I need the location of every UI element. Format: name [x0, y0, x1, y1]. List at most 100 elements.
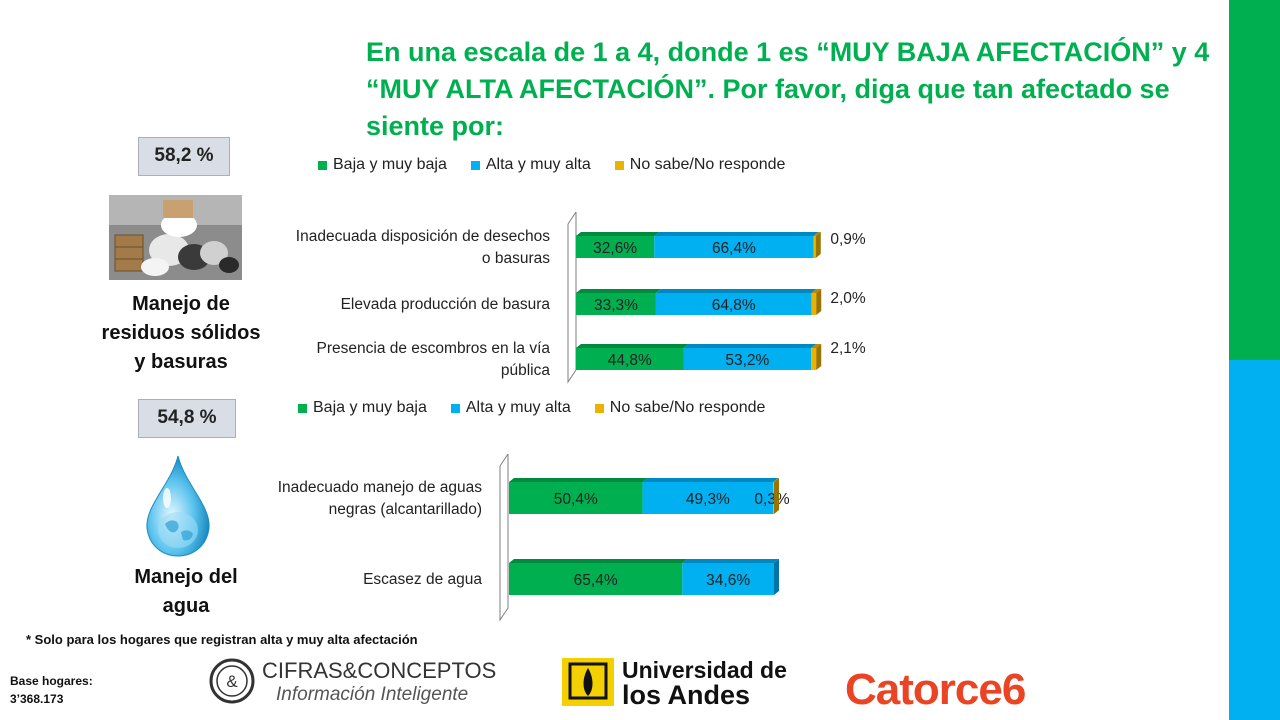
legend-swatch-green [318, 160, 327, 170]
data-label: 64,8% [712, 297, 756, 314]
chart-agua: Inadecuado manejo de aguas negras (alcant… [278, 453, 790, 622]
legend-item: Alta y muy alta [470, 156, 591, 174]
base-value: 3’368.173 [10, 692, 64, 706]
logo-cifras-mark: & [226, 672, 238, 691]
bar-side-face [816, 289, 822, 315]
legend-swatch-gold [594, 403, 604, 413]
bar-side-face [774, 478, 779, 514]
category-label: negras (alcantarillado) [329, 501, 482, 518]
data-label: 44,8% [608, 352, 652, 369]
category-label: pública [501, 362, 550, 379]
data-label: 0,9% [830, 231, 866, 248]
legend-item: Baja y muy baja [318, 156, 447, 174]
bar-segment-top [576, 344, 689, 348]
logo-cifras-conceptos: & CIFRAS&CONCEPTOS Información Inteligen… [208, 656, 538, 706]
side-bar-green [1229, 0, 1280, 360]
footnote: * Solo para los hogares que registran al… [26, 632, 418, 647]
logo-cifras-line1: CIFRAS&CONCEPTOS [262, 658, 496, 683]
section-label-line: agua [162, 595, 210, 617]
legend-swatch-green [298, 403, 307, 413]
bar-segment-top [576, 232, 660, 236]
trash-pile-photo [109, 195, 242, 280]
data-label: 2,0% [830, 290, 866, 307]
bar-segment-top [509, 478, 648, 482]
legend-swatch-blue [450, 403, 460, 413]
logo-catorce6: Catorce6 [845, 664, 1135, 714]
data-label: 53,2% [725, 352, 769, 369]
data-label: 2,1% [830, 340, 866, 357]
legend-agua: Baja y muy baja Alta y muy alta No sabe/… [298, 399, 789, 417]
bar-segment-top [813, 232, 821, 236]
bar-segment [811, 348, 817, 370]
bar-segment-top [655, 289, 817, 293]
bar-segment [682, 563, 774, 595]
legend-swatch-blue [470, 160, 480, 170]
data-label: 50,4% [554, 491, 598, 508]
logo-uniandes: Universidad de los Andes [562, 656, 824, 710]
data-label: 33,3% [594, 297, 638, 314]
bar-side-face [815, 232, 821, 258]
bar-segment [655, 293, 812, 315]
chart-axis-wall [567, 211, 577, 384]
section-label-line: Manejo de [132, 293, 230, 315]
section-label-line: y basuras [134, 351, 228, 373]
slide-title: En una escala de 1 a 4, donde 1 es “MUY … [366, 37, 1210, 141]
chart-residuos: Inadecuada disposición de desechos o basu… [296, 211, 866, 384]
category-label: Presencia de escombros en la vía [317, 340, 551, 357]
percent-badge-agua: 54,8 % [138, 399, 236, 438]
legend-residuos: Baja y muy baja Alta y muy alta No sabe/… [318, 156, 809, 174]
bar-segment [773, 482, 774, 514]
logo-cifras-line2: Información Inteligente [276, 684, 468, 705]
logo-andes-line1: Universidad de [622, 657, 787, 683]
bar-segment-top [811, 289, 822, 293]
bar-segment-top [683, 344, 817, 348]
legend-swatch-gold [614, 160, 624, 170]
bar-segment [811, 293, 817, 315]
data-label: 34,6% [706, 572, 750, 589]
category-label: Inadecuada disposición de desechos [296, 228, 550, 245]
bar-segment [642, 482, 774, 514]
bar-segment [576, 348, 684, 370]
legend-label: Baja y muy baja [313, 399, 427, 416]
bar-segment-top [682, 559, 779, 563]
legend-item: Baja y muy baja [298, 399, 427, 417]
bar-segment-top [654, 232, 819, 236]
data-label: 65,4% [574, 572, 618, 589]
bar-side-face [774, 559, 779, 595]
section-label-line: Manejo del [134, 566, 238, 588]
bar-segment-top [773, 478, 779, 482]
bar-segment-top [509, 559, 688, 563]
bar-segment [509, 563, 683, 595]
legend-item: Alta y muy alta [450, 399, 571, 417]
data-label: 0,3% [754, 491, 790, 508]
category-label: Inadecuado manejo de aguas [278, 479, 482, 496]
data-label: 49,3% [686, 491, 730, 508]
legend-label: Alta y muy alta [465, 399, 571, 416]
data-label: 32,6% [593, 240, 637, 257]
data-label: 66,4% [712, 240, 756, 257]
category-label: Escasez de agua [363, 571, 482, 588]
category-label: Elevada producción de basura [341, 296, 551, 313]
bar-segment [683, 348, 812, 370]
category-label: o basuras [482, 250, 550, 267]
legend-label: No sabe/No responde [609, 399, 766, 416]
logo-catorce-text: Catorce6 [845, 665, 1025, 714]
bar-segment-top [642, 478, 779, 482]
bar-segment [576, 236, 655, 258]
percent-badge-residuos: 58,2 % [138, 137, 230, 176]
chart-axis-wall [499, 453, 509, 622]
logo-andes-line2: los Andes [622, 680, 750, 708]
bar-segment [813, 236, 816, 258]
water-drop-icon [143, 454, 213, 558]
bar-segment [654, 236, 814, 258]
bar-segment-top [576, 289, 661, 293]
side-bar-blue [1229, 360, 1280, 720]
legend-item: No sabe/No responde [594, 399, 766, 417]
bar-segment [509, 482, 643, 514]
base-hogares: Base hogares: 3’368.173 [10, 672, 93, 708]
legend-label: Baja y muy baja [333, 156, 447, 173]
section-label-residuos: Manejo de residuos sólidos y basuras [96, 290, 266, 377]
base-label: Base hogares: [10, 674, 93, 688]
bar-segment-top [811, 344, 822, 348]
bar-side-face [816, 344, 822, 370]
